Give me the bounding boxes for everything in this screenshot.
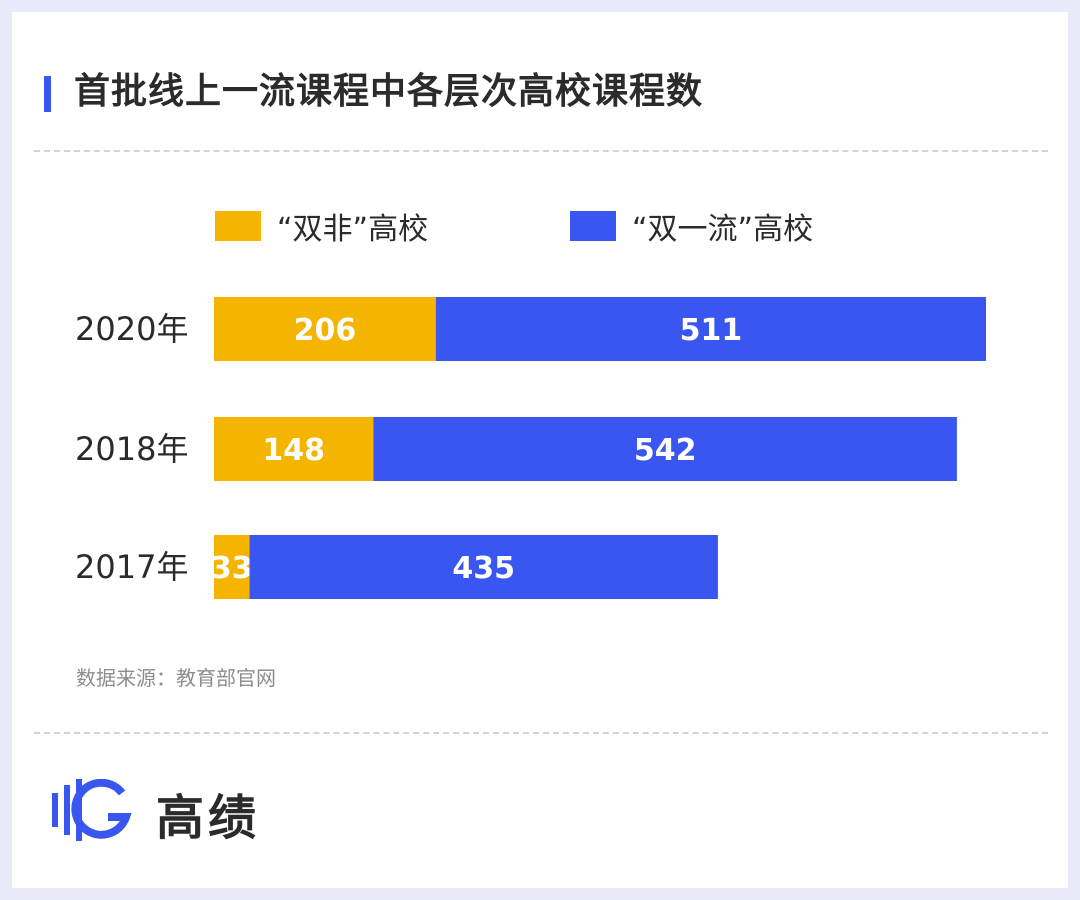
bar-segment-series-2 xyxy=(373,417,957,481)
brand-logo-icon xyxy=(52,779,132,841)
category-label: 2017年 xyxy=(75,548,188,586)
title-accent-bar xyxy=(44,76,51,112)
data-source-note: 数据来源：教育部官网 xyxy=(76,666,276,690)
bar-chart: 2020年 206 511 2018年 148 542 2017年 33 435 xyxy=(75,297,986,599)
bar-segment-series-1 xyxy=(214,417,374,481)
legend-swatch-series-1 xyxy=(215,211,261,241)
data-label: 206 xyxy=(294,313,357,348)
legend-label-series-2: “双一流”高校 xyxy=(632,212,814,247)
category-label: 2020年 xyxy=(75,310,188,348)
category-label: 2018年 xyxy=(75,430,188,468)
legend-swatch-series-2 xyxy=(570,211,616,241)
legend-label-series-1: “双非”高校 xyxy=(277,212,429,247)
chart-card: 首批线上一流课程中各层次高校课程数 “双非”高校 “双一流”高校 2020年 20… xyxy=(12,12,1068,888)
chart-title: 首批线上一流课程中各层次高校课程数 xyxy=(74,71,704,112)
bottom-divider xyxy=(34,732,1048,734)
bar-segment-series-2 xyxy=(435,297,986,361)
data-label: 148 xyxy=(262,433,325,468)
brand-name: 高绩 xyxy=(156,790,261,846)
data-label: 435 xyxy=(452,551,515,586)
data-label: 542 xyxy=(634,433,697,468)
data-label: 33 xyxy=(211,551,253,586)
data-label: 511 xyxy=(680,313,743,348)
top-divider xyxy=(34,150,1048,152)
legend-item-series-2: “双一流”高校 xyxy=(570,198,813,254)
bar-segment-series-2 xyxy=(249,535,718,599)
bar-segment-series-1 xyxy=(214,535,250,599)
legend-item-series-1: “双非”高校 xyxy=(215,198,428,254)
bar-segment-series-1 xyxy=(214,297,436,361)
